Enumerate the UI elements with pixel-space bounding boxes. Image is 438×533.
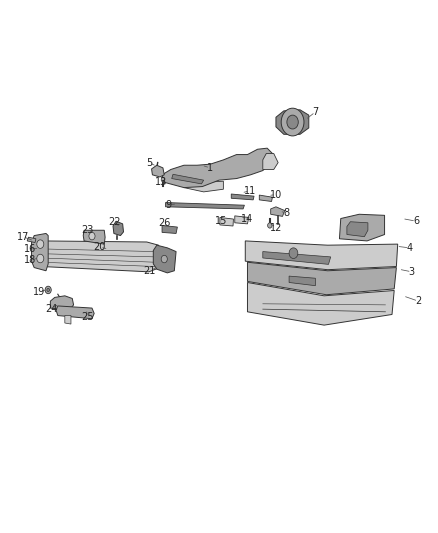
Polygon shape [271,207,285,216]
Text: 25: 25 [81,312,94,322]
Text: 17: 17 [17,232,29,241]
Polygon shape [162,225,177,233]
Polygon shape [113,221,124,236]
Text: 22: 22 [109,217,121,227]
Text: 24: 24 [46,304,58,313]
Polygon shape [220,217,233,226]
Polygon shape [152,165,164,177]
Polygon shape [65,316,71,324]
Text: 3: 3 [409,267,415,277]
Polygon shape [50,296,74,310]
Circle shape [281,108,304,136]
Circle shape [37,254,44,263]
Polygon shape [32,233,48,271]
Circle shape [268,223,272,228]
Polygon shape [247,262,396,295]
Text: 13: 13 [155,177,167,187]
Text: 4: 4 [406,243,413,253]
Text: 7: 7 [312,107,318,117]
Text: 21: 21 [144,266,156,276]
Circle shape [47,288,49,292]
Polygon shape [166,203,244,209]
Polygon shape [247,282,394,325]
Text: 9: 9 [166,200,172,210]
Polygon shape [339,214,385,241]
Polygon shape [231,194,254,200]
Polygon shape [36,241,43,266]
Polygon shape [263,154,278,169]
Text: 10: 10 [270,190,282,199]
Polygon shape [36,241,160,272]
Polygon shape [263,252,331,264]
Text: 26: 26 [158,218,170,228]
Polygon shape [162,148,272,188]
Polygon shape [27,237,36,243]
Circle shape [161,177,165,182]
Text: 18: 18 [24,255,36,265]
Polygon shape [172,174,204,184]
Text: 8: 8 [284,208,290,218]
Polygon shape [276,110,309,134]
Polygon shape [83,230,105,244]
Text: 1: 1 [207,163,213,173]
Text: 11: 11 [244,186,256,196]
Circle shape [37,240,44,248]
Polygon shape [184,180,223,192]
Text: 14: 14 [241,214,254,223]
Polygon shape [245,241,398,270]
Circle shape [161,255,167,263]
Text: 20: 20 [94,243,106,252]
Text: 2: 2 [415,296,421,306]
Polygon shape [235,216,249,224]
Polygon shape [347,222,368,237]
Circle shape [45,286,51,294]
Text: 16: 16 [24,244,36,254]
Text: 6: 6 [413,216,419,226]
Polygon shape [289,276,315,286]
Text: 15: 15 [215,216,227,225]
Polygon shape [153,245,176,273]
Polygon shape [259,195,272,201]
Polygon shape [56,306,94,319]
Text: 23: 23 [81,225,94,235]
Circle shape [287,115,298,129]
Circle shape [89,232,95,240]
Circle shape [289,248,298,259]
Text: 5: 5 [146,158,152,167]
Text: 12: 12 [270,223,282,232]
Text: 19: 19 [33,287,46,297]
